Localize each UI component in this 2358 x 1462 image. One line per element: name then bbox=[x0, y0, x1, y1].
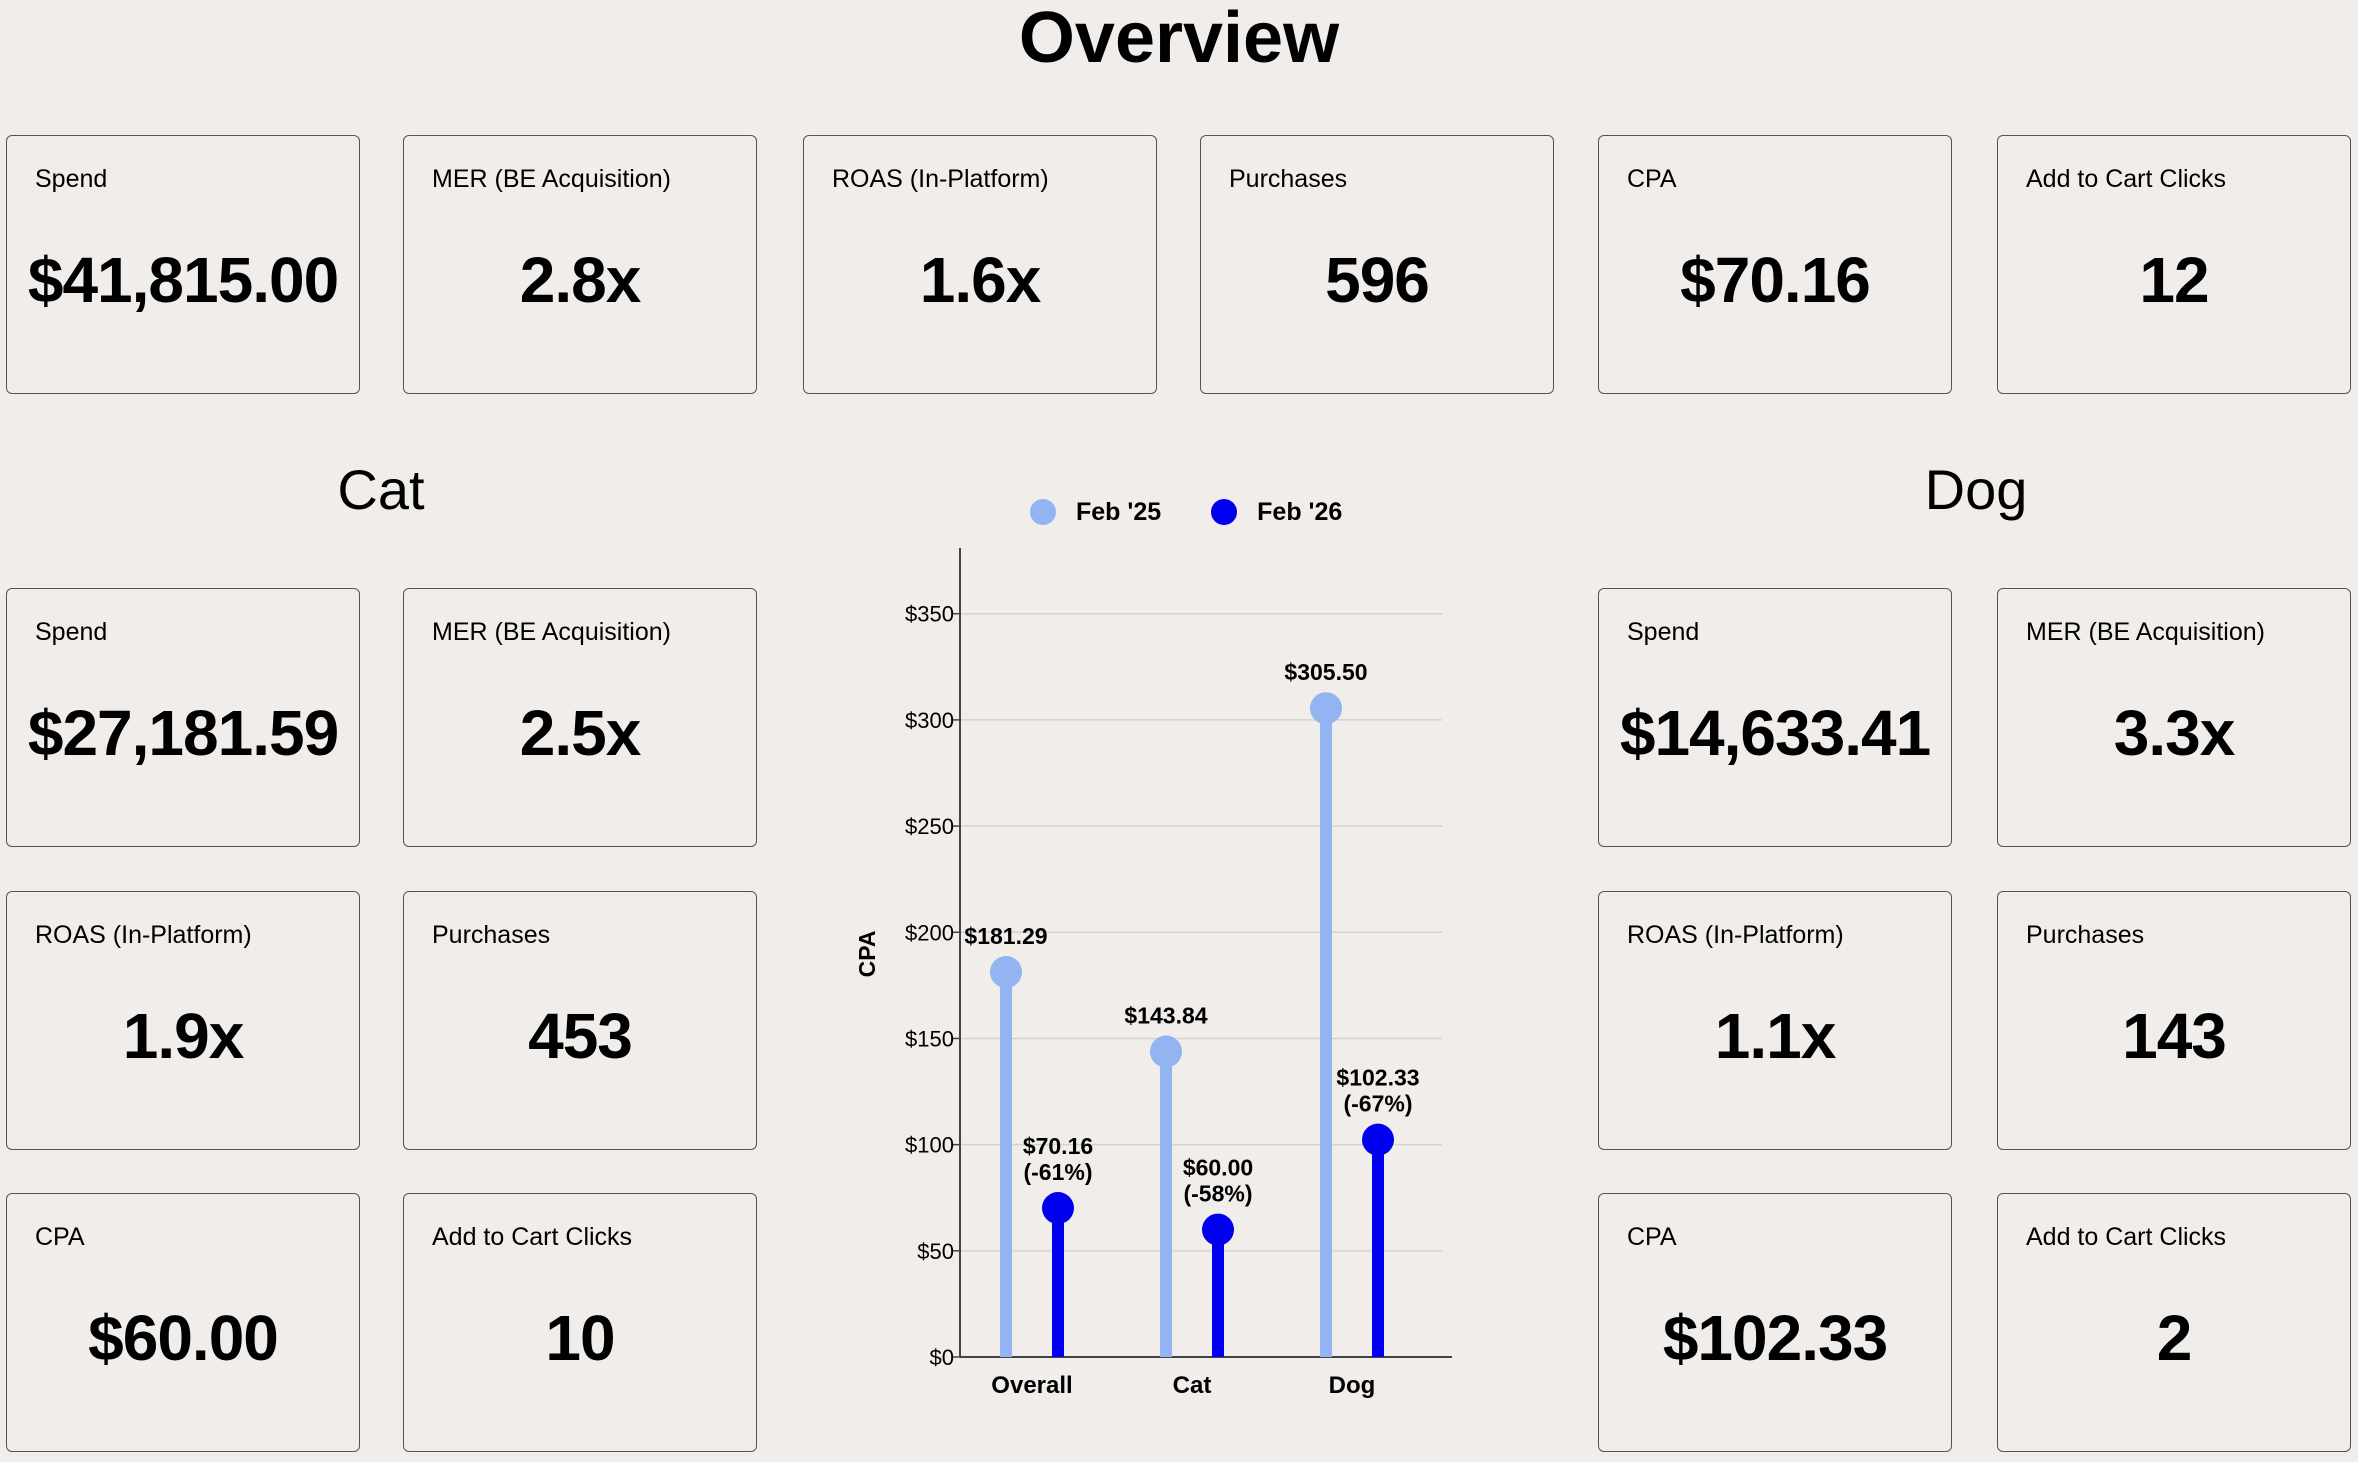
data-label: $181.29 bbox=[964, 923, 1047, 949]
overview-card-add-to-cart-clicks: Add to Cart Clicks 12 bbox=[1997, 135, 2351, 394]
overview-card-roas-in-platform: ROAS (In-Platform) 1.6x bbox=[803, 135, 1157, 394]
y-tick-label: $0 bbox=[930, 1345, 954, 1370]
dog-card-purchases: Purchases 143 bbox=[1997, 891, 2351, 1150]
page-title: Overview bbox=[1018, 0, 1340, 78]
legend-item-feb26: Feb '26 bbox=[1211, 498, 1342, 527]
card-label: Spend bbox=[1627, 618, 1700, 646]
y-tick-label: $50 bbox=[917, 1239, 954, 1264]
card-value: 1.6x bbox=[919, 244, 1042, 316]
card-value: 2.5x bbox=[519, 697, 642, 769]
card-label: Add to Cart Clicks bbox=[2026, 165, 2227, 193]
data-label: $70.16 bbox=[1023, 1133, 1093, 1159]
data-label: (-67%) bbox=[1343, 1091, 1412, 1117]
card-label: Purchases bbox=[1229, 165, 1348, 193]
dog-section-title: Dog bbox=[1924, 458, 2028, 521]
x-tick-label: Cat bbox=[1173, 1372, 1212, 1399]
card-label: Spend bbox=[35, 165, 108, 193]
cat-card-mer-be-acquisition: MER (BE Acquisition) 2.5x bbox=[403, 588, 757, 847]
card-label: ROAS (In-Platform) bbox=[35, 921, 252, 949]
card-label: MER (BE Acquisition) bbox=[432, 165, 671, 193]
card-label: Add to Cart Clicks bbox=[432, 1223, 633, 1251]
card-value: 596 bbox=[1325, 244, 1430, 316]
cat-section-title: Cat bbox=[337, 458, 425, 521]
cat-card-add-to-cart-clicks: Add to Cart Clicks 10 bbox=[403, 1193, 757, 1452]
card-label: ROAS (In-Platform) bbox=[1627, 921, 1844, 949]
data-label: $143.84 bbox=[1124, 1003, 1207, 1029]
card-label: Spend bbox=[35, 618, 108, 646]
lollipop-point bbox=[1310, 692, 1342, 725]
card-value: 2.8x bbox=[519, 244, 642, 316]
y-tick-label: $200 bbox=[905, 920, 954, 945]
card-label: ROAS (In-Platform) bbox=[832, 165, 1049, 193]
card-value: $60.00 bbox=[88, 1302, 279, 1374]
x-tick-label: Dog bbox=[1329, 1372, 1376, 1399]
card-value: 2 bbox=[2156, 1302, 2193, 1374]
card-value: 1.1x bbox=[1714, 1000, 1837, 1072]
overview-card-purchases: Purchases 596 bbox=[1200, 135, 1554, 394]
card-value: 10 bbox=[545, 1302, 615, 1374]
cat-card-spend: Spend $27,181.59 bbox=[6, 588, 360, 847]
lollipop-point bbox=[1362, 1123, 1394, 1156]
data-label: (-58%) bbox=[1183, 1181, 1252, 1207]
legend-label-feb26: Feb '26 bbox=[1257, 497, 1343, 526]
cpa-lollipop-chart: $0 $50 $100 $150 $200 $250 $300 $350 CPA Overall C… bbox=[854, 548, 1452, 1399]
cat-card-purchases: Purchases 453 bbox=[403, 891, 757, 1150]
y-tick-label: $350 bbox=[905, 602, 954, 627]
dog-card-spend: Spend $14,633.41 bbox=[1598, 588, 1952, 847]
overview-card-spend: Spend $41,815.00 bbox=[6, 135, 360, 394]
card-label: CPA bbox=[1627, 165, 1677, 193]
y-tick-label: $100 bbox=[905, 1133, 954, 1158]
y-tick-label: $150 bbox=[905, 1026, 954, 1051]
card-label: CPA bbox=[35, 1223, 85, 1251]
card-value: $27,181.59 bbox=[27, 697, 339, 769]
lollipop-point bbox=[990, 955, 1022, 988]
legend-swatch-feb25 bbox=[1030, 499, 1056, 525]
card-value: 453 bbox=[528, 1000, 633, 1072]
dog-card-cpa: CPA $102.33 bbox=[1598, 1193, 1952, 1452]
cat-card-roas-in-platform: ROAS (In-Platform) 1.9x bbox=[6, 891, 360, 1150]
card-value: 3.3x bbox=[2113, 697, 2236, 769]
lollipop-point bbox=[1202, 1213, 1234, 1246]
overview-card-cpa: CPA $70.16 bbox=[1598, 135, 1952, 394]
card-label: MER (BE Acquisition) bbox=[432, 618, 671, 646]
dog-card-mer-be-acquisition: MER (BE Acquisition) 3.3x bbox=[1997, 588, 2351, 847]
data-label: $102.33 bbox=[1336, 1065, 1419, 1091]
y-tick-label: $300 bbox=[905, 708, 954, 733]
chart-legend: Feb '25 Feb '26 bbox=[1030, 492, 1392, 532]
data-label: $305.50 bbox=[1284, 659, 1367, 685]
card-label: MER (BE Acquisition) bbox=[2026, 618, 2265, 646]
legend-label-feb25: Feb '25 bbox=[1076, 497, 1162, 526]
card-label: Add to Cart Clicks bbox=[2026, 1223, 2227, 1251]
card-value: 1.9x bbox=[122, 1000, 245, 1072]
cat-card-cpa: CPA $60.00 bbox=[6, 1193, 360, 1452]
x-tick-label: Overall bbox=[991, 1372, 1072, 1399]
lollipop-point bbox=[1042, 1192, 1074, 1225]
data-label: $60.00 bbox=[1183, 1155, 1253, 1181]
card-value: $70.16 bbox=[1680, 244, 1871, 316]
lollipop-point bbox=[1150, 1035, 1182, 1068]
legend-item-feb25: Feb '25 bbox=[1030, 498, 1161, 527]
y-tick-label: $250 bbox=[905, 814, 954, 839]
legend-swatch-feb26 bbox=[1211, 499, 1238, 525]
overview-card-mer-be-acquisition: MER (BE Acquisition) 2.8x bbox=[403, 135, 757, 394]
card-label: CPA bbox=[1627, 1223, 1677, 1251]
card-label: Purchases bbox=[432, 921, 551, 949]
y-axis-label: CPA bbox=[854, 931, 880, 978]
card-label: Purchases bbox=[2026, 921, 2145, 949]
card-value: $14,633.41 bbox=[1619, 697, 1931, 769]
card-value: 12 bbox=[2139, 244, 2209, 316]
card-value: $102.33 bbox=[1662, 1302, 1888, 1374]
dog-card-add-to-cart-clicks: Add to Cart Clicks 2 bbox=[1997, 1193, 2351, 1452]
data-label: (-61%) bbox=[1023, 1159, 1092, 1185]
dog-card-roas-in-platform: ROAS (In-Platform) 1.1x bbox=[1598, 891, 1952, 1150]
card-value: 143 bbox=[2122, 1000, 2227, 1072]
card-value: $41,815.00 bbox=[27, 244, 339, 316]
